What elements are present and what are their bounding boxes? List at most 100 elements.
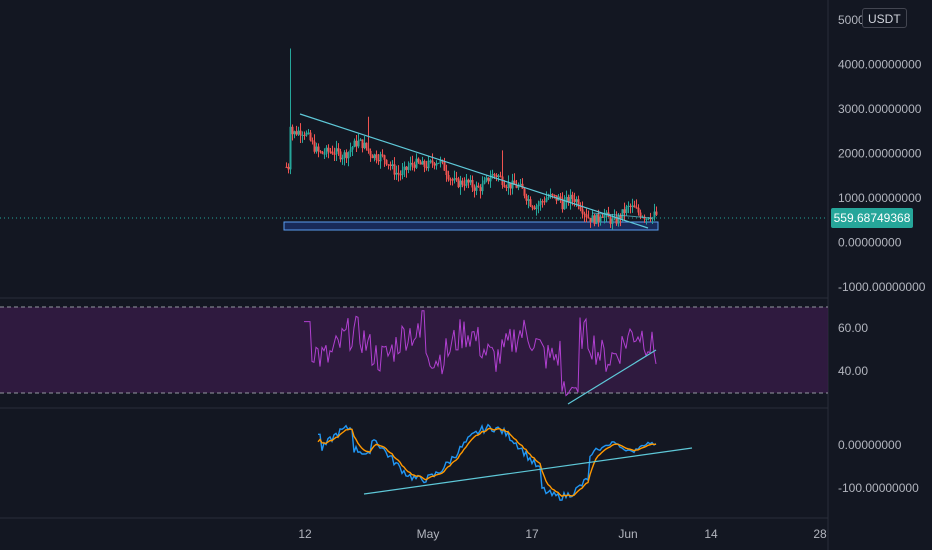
candle-body [619,215,622,219]
candle-body [505,186,508,188]
candle-body [431,160,434,164]
candle-body [415,158,418,168]
candle-body [371,155,374,159]
candle-body [655,211,658,215]
candle-body [585,214,588,218]
candle-body [537,204,540,207]
candle-body [457,178,460,188]
price-tick-label: 2000.00000000 [838,147,922,161]
candle-body [297,130,300,135]
candle-body [589,217,592,222]
candle-body [553,194,556,196]
candle-body [525,195,528,201]
candle-body [539,201,542,205]
candle-body [485,177,488,181]
candle-body [397,172,400,175]
candle-body [343,152,346,158]
candle-body [475,185,478,191]
candle-body [559,196,562,199]
candle-body [387,164,390,166]
candle-body [321,151,324,154]
candle-body [649,217,652,220]
candle-body [551,194,554,196]
oscillator-fast-line[interactable] [318,423,657,501]
candle-body [329,151,332,153]
candle-body [437,163,440,165]
candle-body [571,194,574,200]
candle-body [299,130,302,136]
candle-body [577,199,580,207]
candle-body [429,160,432,162]
candle-body [463,184,466,186]
candle-body [375,154,378,160]
candle-body [611,218,614,224]
candle-body [545,198,548,202]
candle-body [645,219,648,221]
candle-body [471,179,474,188]
time-tick-label: 28 [813,527,827,541]
candle-body [461,180,464,185]
candle-body [317,146,320,152]
candle-body [509,183,512,189]
candle-body [311,140,314,142]
candle-body [287,166,290,170]
candle-body [513,180,516,185]
candle-body [623,209,626,213]
candle-body [351,147,354,150]
candle-body [595,214,598,224]
candle-body [331,151,334,154]
price-minor-trendline[interactable] [591,212,653,219]
candle-body [527,199,530,201]
candle-body [341,157,344,160]
candle-body [301,134,304,136]
candle-body [367,148,370,151]
candle-body [587,217,590,219]
candle-body [327,147,330,152]
candle-body [323,153,326,155]
candle-body [383,155,386,160]
candle-body [543,201,546,203]
oscillator-slow-line[interactable] [317,427,657,498]
candle-body [573,199,576,202]
candle-body [479,187,482,192]
candle-body [443,161,446,171]
candle-body [491,174,494,179]
candle-body [359,139,362,141]
candle-body [459,180,462,188]
candle-body [333,153,336,155]
candle-body [515,184,518,188]
candle-body [363,142,366,149]
candle-body [473,187,476,191]
oscillator-trendline[interactable] [363,447,693,495]
support-zone-box[interactable] [283,221,659,231]
candle-body [305,132,308,136]
candle-body [547,197,550,199]
candle-body [601,216,604,218]
candle-body [467,179,470,183]
candle-body [421,160,424,165]
rsi-trendline[interactable] [567,349,657,405]
candle-body [427,160,430,169]
candle-body [411,162,414,165]
candle-body [403,166,406,171]
candle-body [325,147,328,154]
candle-body [293,131,296,135]
price-tick-label: 3000.00000000 [838,102,922,116]
candle-body [533,207,536,210]
oscillator-tick-label: -100.00000000 [838,481,919,495]
candle-body [439,160,442,164]
candle-body [593,215,596,224]
candle-body [477,185,480,188]
candle-body [495,175,498,177]
candle-body [285,166,288,168]
currency-badge[interactable]: USDT [862,8,907,28]
candle-body [379,154,382,162]
rsi-line[interactable] [304,310,657,397]
candle-body [621,209,624,219]
candle-body [399,174,402,176]
price-tick-label: 5000 [838,13,865,27]
price-descending-trendline[interactable] [299,113,649,229]
candle-body [581,209,584,214]
candle-body [413,164,416,168]
candle-body [481,183,484,192]
